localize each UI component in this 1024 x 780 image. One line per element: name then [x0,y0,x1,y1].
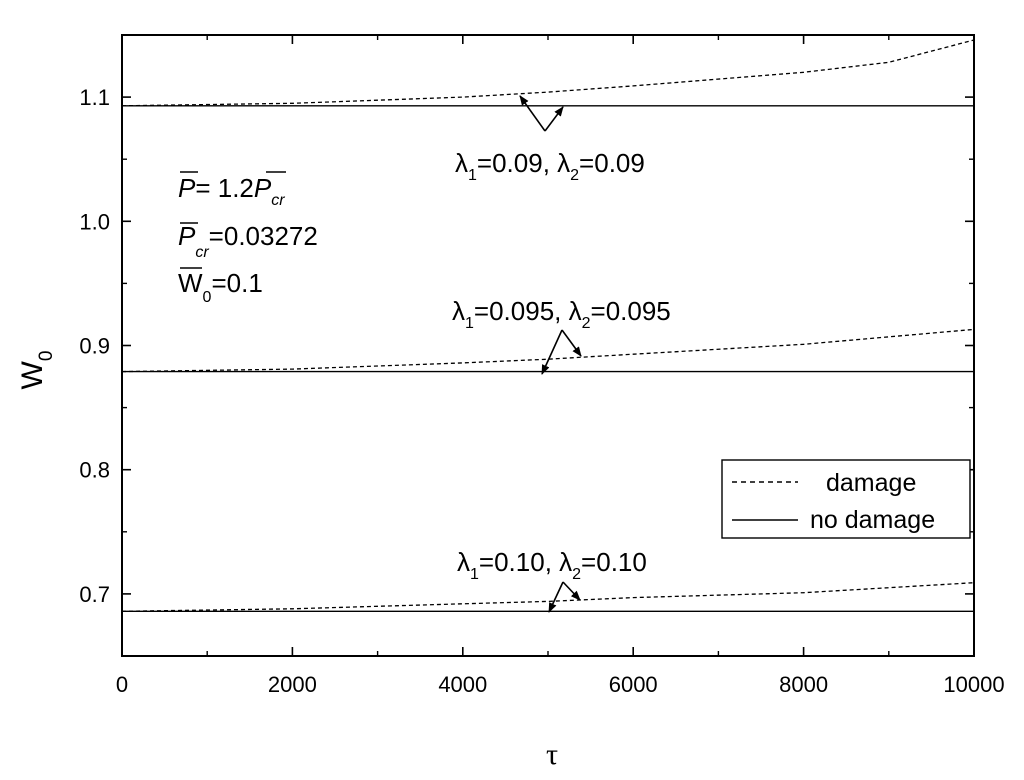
x-tick-labels: 0 2000 4000 6000 8000 10000 [116,672,1005,697]
parameter-annotation: P= 1.2Pcr Pcr=0.03272 W0=0.1 [178,171,318,306]
lambda-label-0095: λ1=0.095, λ2=0.095 [452,296,671,332]
x-tick-label: 2000 [268,672,317,697]
y-axis-title: W0 [16,351,57,390]
pointer-arrows [519,95,582,613]
y-tick-label: 0.8 [79,458,110,483]
arrow-009-nodamage [544,106,564,132]
legend-box [721,459,971,539]
legend-label-no-damage: no damage [810,506,935,534]
x-tick-label: 6000 [609,672,658,697]
damage-line-2 [121,328,975,373]
arrow-010-damage [562,581,581,601]
arrow-0095-nodamage [541,329,563,375]
y-tick-label: 0.9 [79,334,110,359]
legend: damage no damage [721,459,971,539]
lambda-label-009: λ1=0.09, λ2=0.09 [455,148,645,184]
param-line-pbar: P= 1.2Pcr [178,173,285,209]
y-tick-label: 1.0 [79,209,110,234]
x-tick-label: 8000 [779,672,828,697]
legend-label-damage: damage [826,469,916,497]
damage-line-4 [121,582,975,612]
axis-ticks [121,34,975,657]
y-tick-label: 0.7 [79,582,110,607]
damage-line-0 [121,39,975,107]
x-tick-label: 0 [116,672,128,697]
y-tick-labels: 0.7 0.8 0.9 1.0 1.1 [79,85,110,607]
param-line-w0: W0=0.1 [178,268,263,306]
arrow-010-nodamage [548,581,564,613]
x-tick-label: 4000 [438,672,487,697]
x-tick-label: 10000 [943,672,1004,697]
lambda-label-010: λ1=0.10, λ2=0.10 [457,547,647,583]
arrow-0095-damage [561,329,582,357]
param-line-pcr: Pcr=0.03272 [178,221,318,261]
x-axis-title: τ [546,738,558,771]
arrow-009-damage [519,95,546,132]
y-tick-label: 1.1 [79,85,110,110]
